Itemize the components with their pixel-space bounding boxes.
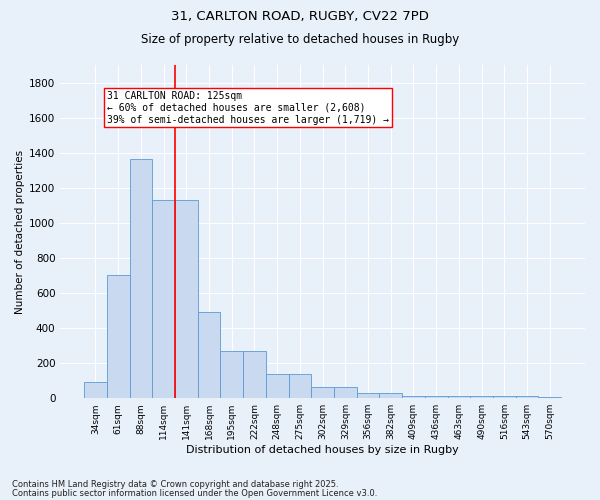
Bar: [130, 159, 152, 398]
Y-axis label: Number of detached properties: Number of detached properties: [15, 150, 25, 314]
Bar: [266, 374, 289, 398]
Bar: [107, 276, 130, 398]
Bar: [334, 387, 357, 398]
Text: Size of property relative to detached houses in Rugby: Size of property relative to detached ho…: [141, 32, 459, 46]
Bar: [220, 351, 243, 398]
Bar: [516, 396, 538, 398]
Bar: [379, 393, 402, 398]
Bar: [470, 396, 493, 398]
X-axis label: Distribution of detached houses by size in Rugby: Distribution of detached houses by size …: [186, 445, 459, 455]
Bar: [425, 396, 448, 398]
Text: Contains HM Land Registry data © Crown copyright and database right 2025.: Contains HM Land Registry data © Crown c…: [12, 480, 338, 489]
Bar: [402, 396, 425, 398]
Bar: [311, 387, 334, 398]
Bar: [243, 351, 266, 398]
Text: Contains public sector information licensed under the Open Government Licence v3: Contains public sector information licen…: [12, 488, 377, 498]
Bar: [84, 382, 107, 398]
Text: 31, CARLTON ROAD, RUGBY, CV22 7PD: 31, CARLTON ROAD, RUGBY, CV22 7PD: [171, 10, 429, 23]
Bar: [198, 312, 220, 398]
Text: 31 CARLTON ROAD: 125sqm
← 60% of detached houses are smaller (2,608)
39% of semi: 31 CARLTON ROAD: 125sqm ← 60% of detache…: [107, 92, 389, 124]
Bar: [175, 200, 198, 398]
Bar: [493, 396, 516, 398]
Bar: [357, 393, 379, 398]
Bar: [448, 396, 470, 398]
Bar: [152, 200, 175, 398]
Bar: [289, 374, 311, 398]
